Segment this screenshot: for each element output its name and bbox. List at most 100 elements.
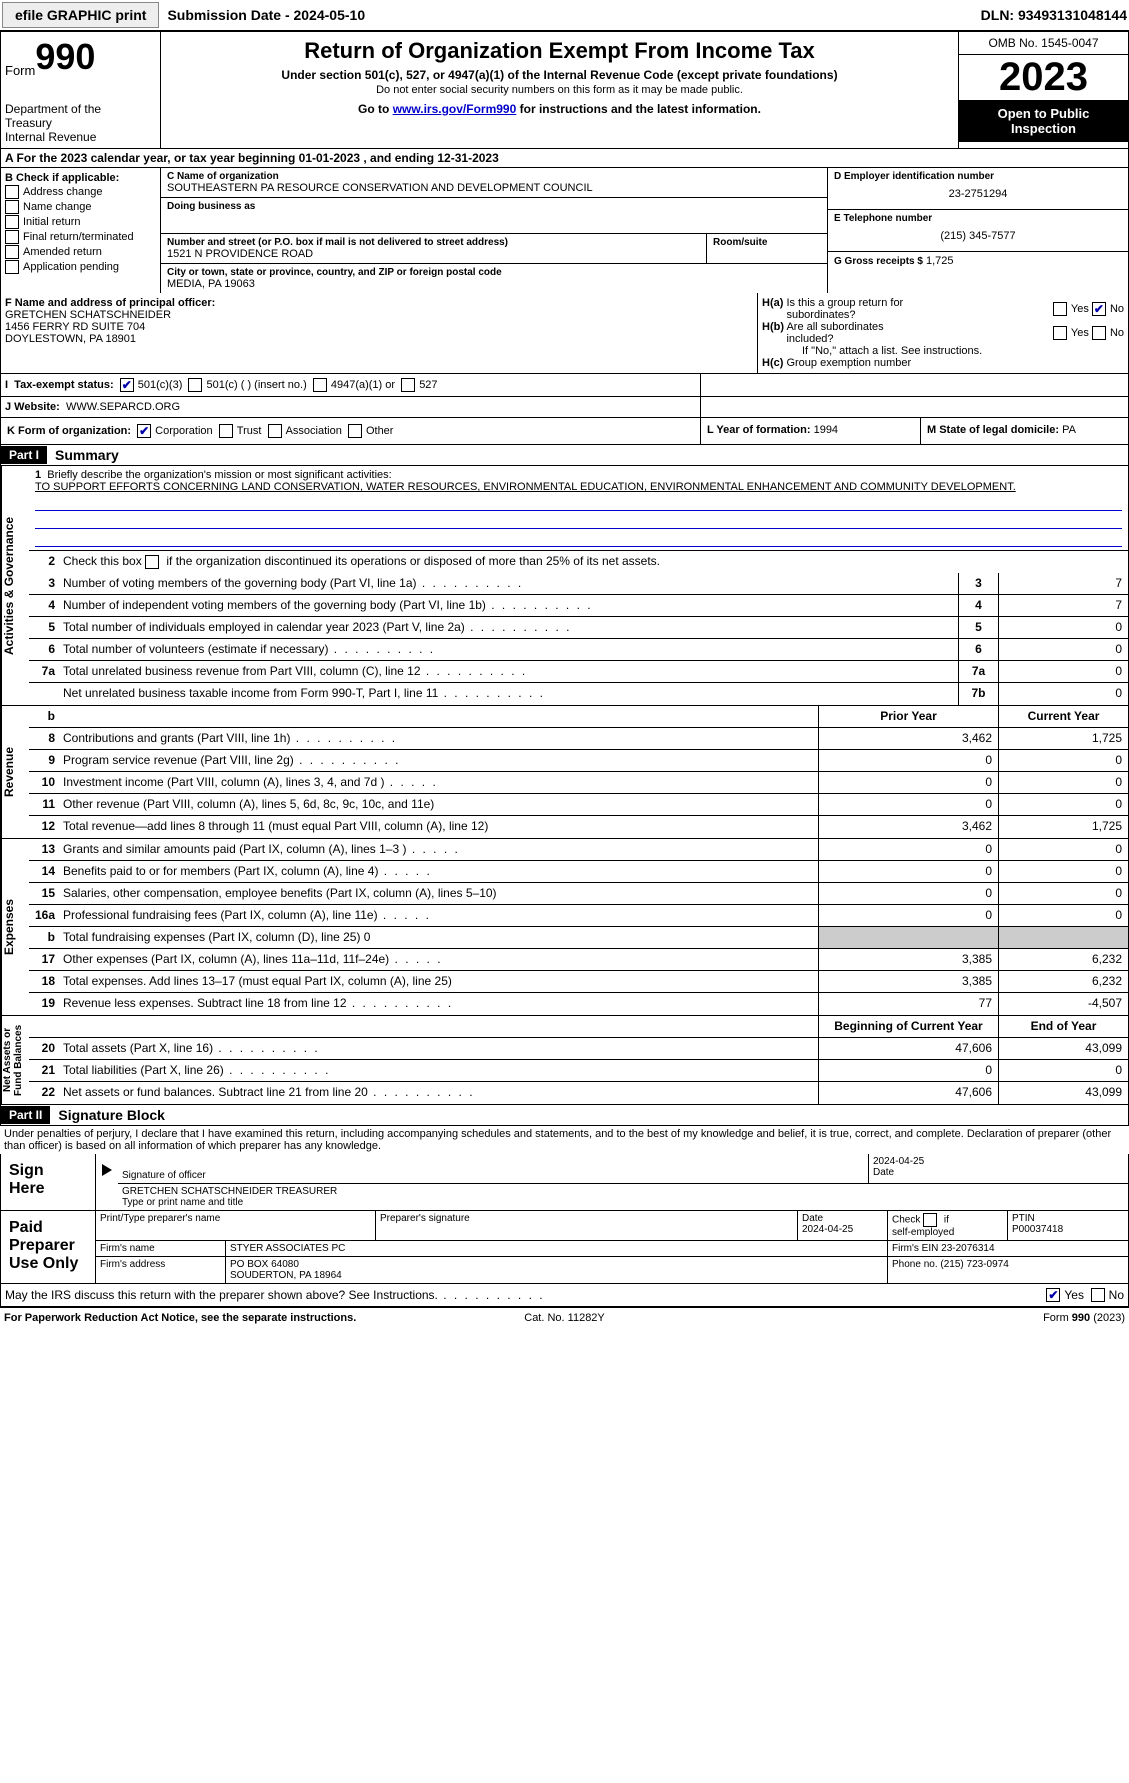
firm-ein: 23-2076314 (941, 1243, 994, 1254)
submission-date: Submission Date - 2024-05-10 (167, 7, 365, 23)
G-gross-label: G Gross receipts $ (834, 256, 923, 267)
gross-receipts: 1,725 (926, 255, 954, 267)
chk-label: Amended return (23, 246, 102, 258)
phone-value: (215) 345-7577 (834, 224, 1122, 248)
partII-title: Signature Block (50, 1105, 173, 1125)
form-number: 990 (35, 36, 95, 78)
year-formation: 1994 (814, 424, 838, 436)
section-BCD: B Check if applicable: Address change Na… (0, 168, 1129, 293)
street-label: Number and street (or P.O. box if mail i… (167, 237, 700, 248)
footer-center: Cat. No. 11282Y (378, 1312, 752, 1324)
officer-addr: 1456 FERRY RD SUITE 704 (5, 321, 753, 333)
chk-name-change[interactable] (5, 200, 19, 214)
chk-4947[interactable] (313, 378, 327, 392)
partI-bar: Part I (1, 446, 47, 464)
city-label: City or town, state or province, country… (167, 267, 821, 278)
chk-527[interactable] (401, 378, 415, 392)
row-J: J Website: WWW.SEPARCD.ORG (0, 397, 1129, 418)
dln: DLN: 93493131048144 (981, 7, 1127, 23)
val-5: 0 (998, 617, 1128, 638)
row-KLM: K Form of organization: Corporation Trus… (0, 418, 1129, 445)
J-label: J Website: (5, 401, 60, 413)
officer-name: GRETCHEN SCHATSCHNEIDER (5, 309, 753, 321)
row-I: I Tax-exempt status: 501(c)(3) 501(c) ( … (0, 374, 1129, 397)
chk-assoc[interactable] (268, 424, 282, 438)
form-subtitle: Under section 501(c), 527, or 4947(a)(1)… (167, 68, 952, 82)
val-3: 7 (998, 573, 1128, 594)
officer-name-title: GRETCHEN SCHATSCHNEIDER TREASURER (122, 1186, 1124, 1197)
tax-year: 2023 (959, 55, 1128, 100)
chk-other[interactable] (348, 424, 362, 438)
chk-501c3[interactable] (120, 378, 134, 392)
val-7a: 0 (998, 661, 1128, 682)
chk-label: Initial return (23, 216, 80, 228)
irs-link[interactable]: www.irs.gov/Form990 (393, 102, 517, 116)
room-label: Room/suite (713, 237, 821, 248)
vlabel-netassets: Net Assets orFund Balances (1, 1016, 29, 1104)
firm-phone: (215) 723-0974 (940, 1259, 1008, 1270)
chk-app-pending[interactable] (5, 260, 19, 274)
chk-trust[interactable] (219, 424, 233, 438)
public-note: Do not enter social security numbers on … (167, 84, 952, 96)
C-name-label: C Name of organization (167, 171, 821, 182)
form-title: Return of Organization Exempt From Incom… (167, 38, 952, 64)
line2: Check this box if the organization disco… (59, 551, 1128, 573)
footer: For Paperwork Reduction Act Notice, see … (0, 1307, 1129, 1328)
summary-sec1: Activities & Governance 1 Briefly descri… (0, 466, 1129, 706)
open-public-badge: Open to PublicInspection (959, 100, 1128, 142)
website-value: WWW.SEPARCD.ORG (66, 401, 180, 413)
Hb-note: If "No," attach a list. See instructions… (762, 345, 1124, 357)
row-A-period: A For the 2023 calendar year, or tax yea… (0, 149, 1129, 168)
Hb-no[interactable] (1092, 326, 1106, 340)
Hb-label: H(b) Are all subordinates included? (762, 321, 1053, 345)
efile-print-label: efile GRAPHIC print (2, 2, 159, 28)
val-4: 7 (998, 595, 1128, 616)
sign-here-label: SignHere (1, 1154, 96, 1210)
chk-501c[interactable] (188, 378, 202, 392)
sign-here-section: SignHere Signature of officer 2024-04-25… (0, 1154, 1129, 1284)
val-6: 0 (998, 639, 1128, 660)
org-name: SOUTHEASTERN PA RESOURCE CONSERVATION AN… (167, 182, 821, 194)
I-label: I Tax-exempt status: (5, 379, 114, 391)
chk-label: Final return/terminated (23, 231, 134, 243)
footer-right: Form 990 (2023) (751, 1312, 1125, 1324)
partI-header: Part I Summary (0, 445, 1129, 466)
Ha-no[interactable] (1092, 302, 1106, 316)
chk-address-change[interactable] (5, 185, 19, 199)
partII-header: Part II Signature Block (0, 1105, 1129, 1126)
partII-bar: Part II (1, 1106, 50, 1124)
summary-sec4: Net Assets orFund Balances Beginning of … (0, 1016, 1129, 1105)
chk-label: Application pending (23, 261, 119, 273)
chk-irs-yes[interactable] (1046, 1288, 1060, 1302)
B-label: B Check if applicable: (5, 172, 156, 184)
chk-self-employed[interactable] (923, 1213, 937, 1227)
city-value: MEDIA, PA 19063 (167, 278, 821, 290)
F-label: F Name and address of principal officer: (5, 297, 753, 309)
paid-preparer-label: PaidPreparerUse Only (1, 1211, 96, 1283)
dba-label: Doing business as (167, 201, 821, 212)
footer-left: For Paperwork Reduction Act Notice, see … (4, 1312, 378, 1324)
vlabel-expenses: Expenses (1, 839, 29, 1015)
dept-treasury: Department of theTreasuryInternal Revenu… (5, 102, 156, 144)
ptin: P00037418 (1012, 1224, 1063, 1235)
vlabel-activities: Activities & Governance (1, 466, 29, 705)
row-FH: F Name and address of principal officer:… (0, 293, 1129, 374)
chk-final-return[interactable] (5, 230, 19, 244)
Hb-yes[interactable] (1053, 326, 1067, 340)
chk-label: Name change (23, 201, 92, 213)
chk-corp[interactable] (137, 424, 151, 438)
summary-sec2: Revenue bPrior YearCurrent Year 8Contrib… (0, 706, 1129, 839)
state-domicile: PA (1062, 424, 1076, 436)
Ha-yes[interactable] (1053, 302, 1067, 316)
chk-amended-return[interactable] (5, 245, 19, 259)
ein-value: 23-2751294 (834, 182, 1122, 206)
sig-declaration: Under penalties of perjury, I declare th… (0, 1126, 1129, 1154)
omb-number: OMB No. 1545-0047 (959, 32, 1128, 55)
chk-irs-no[interactable] (1091, 1288, 1105, 1302)
street-address: 1521 N PROVIDENCE ROAD (167, 248, 700, 260)
may-irs-discuss: May the IRS discuss this return with the… (5, 1288, 1046, 1302)
firm-addr: PO BOX 64080 (230, 1259, 299, 1270)
chk-discontinued[interactable] (145, 555, 159, 569)
chk-initial-return[interactable] (5, 215, 19, 229)
Ha-label: H(a) Is this a group return for subordin… (762, 297, 1053, 321)
